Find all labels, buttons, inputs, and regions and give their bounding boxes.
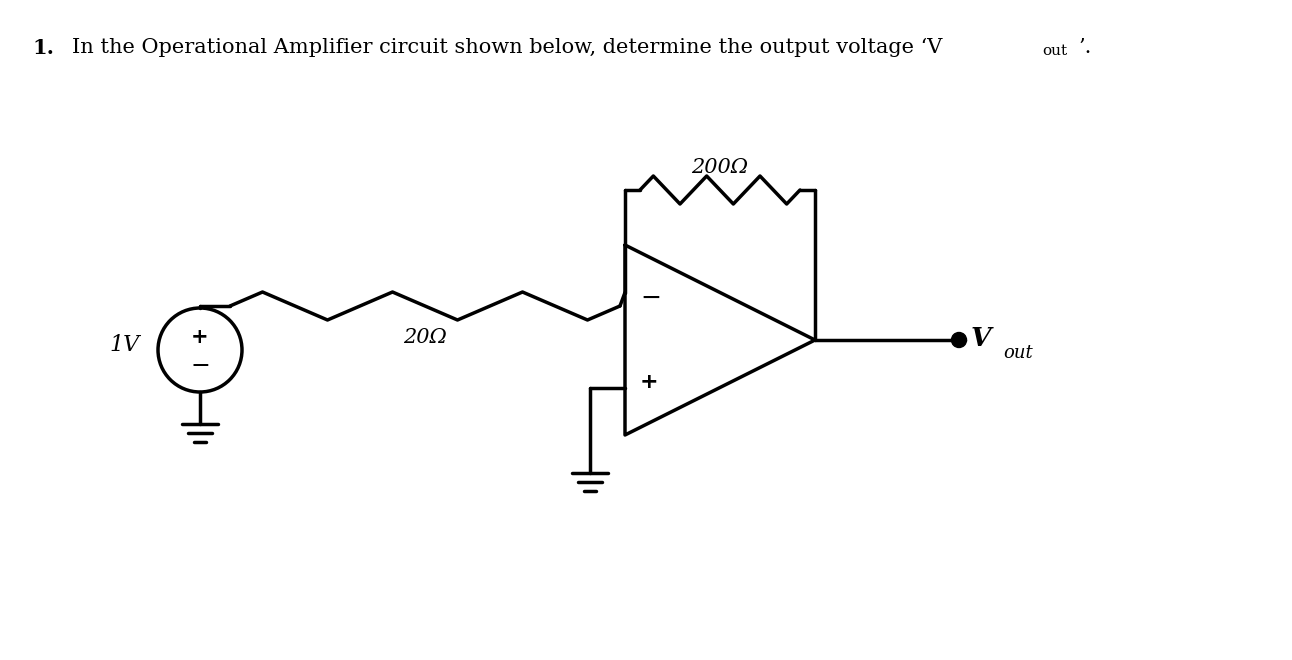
Text: +: + [640, 372, 659, 393]
Text: 200Ω: 200Ω [691, 158, 748, 177]
Text: 1.: 1. [32, 38, 54, 58]
Text: +: + [191, 327, 209, 347]
Text: In the Operational Amplifier circuit shown below, determine the output voltage ‘: In the Operational Amplifier circuit sho… [72, 38, 942, 57]
Text: −: − [190, 354, 209, 378]
Text: out: out [1043, 44, 1067, 58]
Text: out: out [1003, 344, 1032, 362]
Text: ’.: ’. [1078, 38, 1092, 57]
Text: 20Ω: 20Ω [403, 328, 447, 347]
Text: V: V [972, 325, 991, 350]
Circle shape [951, 333, 966, 348]
Text: 1V: 1V [110, 334, 140, 356]
Text: −: − [640, 286, 662, 310]
